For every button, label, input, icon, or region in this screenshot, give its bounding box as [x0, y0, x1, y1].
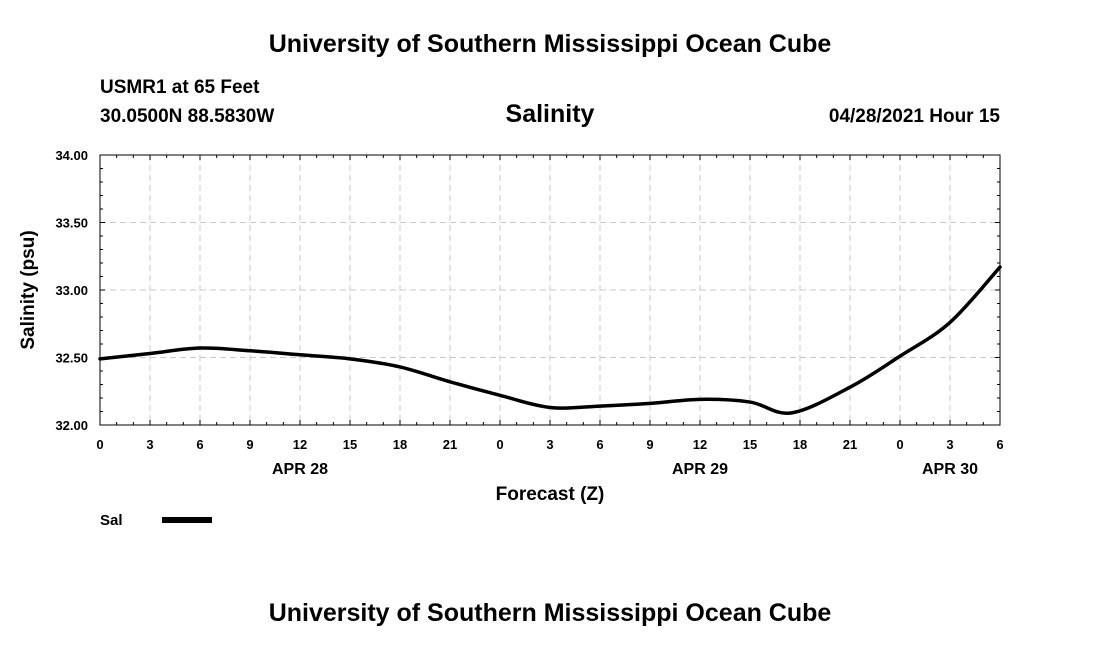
x-tick-label: 6: [596, 437, 603, 452]
x-tick-label: 9: [246, 437, 253, 452]
x-tick-label: 6: [196, 437, 203, 452]
x-tick-label: 0: [496, 437, 503, 452]
coordinates-label: 30.0500N 88.5830W: [100, 106, 275, 127]
x-tick-label: 12: [693, 437, 707, 452]
station-label: USMR1 at 65 Feet: [100, 77, 260, 98]
legend-label-sal: Sal: [100, 512, 123, 529]
y-tick-label: 32.00: [55, 418, 88, 433]
y-tick-label: 33.00: [55, 283, 88, 298]
y-tick-label: 33.50: [55, 216, 88, 231]
x-tick-label: 15: [743, 437, 757, 452]
x-tick-label: 15: [343, 437, 357, 452]
y-tick-label: 34.00: [55, 148, 88, 163]
x-tick-label: 12: [293, 437, 307, 452]
page-title: University of Southern Mississippi Ocean…: [268, 30, 832, 58]
x-tick-label: 3: [546, 437, 553, 452]
x-tick-label: 3: [946, 437, 953, 452]
issue-time-label: 04/28/2021 Hour 15: [828, 106, 1000, 127]
axis-ticks: [99, 154, 1001, 426]
x-axis-label: Forecast (Z): [496, 484, 605, 505]
x-tick-label: 9: [646, 437, 653, 452]
y-axis-label: Salinity (psu): [18, 230, 39, 349]
x-tick-label: 6: [996, 437, 1003, 452]
x-tick-label: 18: [793, 437, 807, 452]
day-label: APR 30: [922, 461, 978, 478]
chart-title: Salinity: [505, 100, 595, 128]
grid-lines: [100, 155, 1000, 425]
x-tick-label: 18: [393, 437, 407, 452]
day-label: APR 29: [672, 461, 728, 478]
x-tick-label: 3: [146, 437, 153, 452]
x-tick-label: 0: [96, 437, 103, 452]
series-layer: [98, 265, 1002, 415]
x-tick-label: 21: [843, 437, 857, 452]
series-line-sal: [98, 265, 1002, 415]
footer-title: University of Southern Mississippi Ocean…: [268, 599, 832, 627]
x-tick-label: 21: [443, 437, 457, 452]
x-tick-label: 0: [896, 437, 903, 452]
day-label: APR 28: [272, 461, 328, 478]
y-tick-label: 32.50: [55, 351, 88, 366]
axis-tick-labels: 0 3 6 9 12 15 18 21 0 3 6 9 12 15 18 21 0 3 6 32.00 32.50 33.…: [55, 148, 1003, 478]
legend: Sal: [100, 512, 212, 529]
